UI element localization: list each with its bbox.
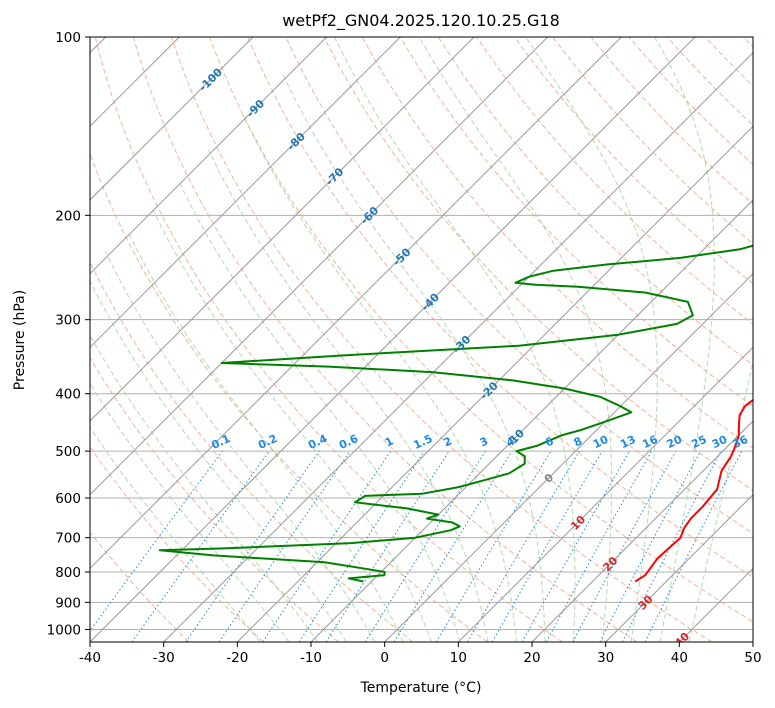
moist-adiabat: [90, 334, 319, 642]
isotherm: [310, 199, 753, 642]
dry-adiabat: [361, 37, 753, 449]
dry-adiabat: [323, 37, 753, 491]
moist-adiabat: [104, 251, 376, 642]
mixing-ratio-label: 25: [689, 433, 708, 451]
profile-lines: [158, 244, 753, 583]
isotherm: [90, 37, 696, 642]
x-tick-label: -10: [300, 650, 322, 666]
isotherm: [90, 37, 254, 201]
temperature-profile-line: [634, 398, 753, 583]
mixing-ratio-label: 36: [731, 433, 751, 451]
mixing-ratio-line: [185, 450, 320, 642]
moist-adiabat: [128, 233, 404, 642]
dry-adiabat: [90, 356, 339, 642]
mixing-ratio-line: [572, 450, 677, 642]
dry-adiabat: [514, 37, 753, 285]
y-tick-label: 500: [55, 444, 81, 460]
x-tick-label: 20: [523, 650, 540, 666]
axes: -40 -30 -20 -10 0 10 20 30 40 50 100 200 300 400 500 60…: [47, 30, 762, 666]
isotherm: [457, 346, 753, 642]
x-axis-title: Temperature (°C): [360, 680, 482, 696]
y-tick-label: 600: [55, 491, 81, 507]
y-tick-label: 300: [55, 313, 81, 329]
moist-adiabat: [90, 279, 347, 642]
y-tick-label: 1000: [47, 622, 81, 638]
moist-adiabat: [90, 426, 261, 642]
isotherm: [236, 125, 753, 642]
dry-adiabat: [247, 37, 753, 578]
y-axis-title: Pressure (hPa): [12, 290, 28, 390]
mixing-ratio-lines: [90, 450, 743, 642]
moist-adiabat: [654, 37, 715, 642]
mixing-ratio-line: [644, 450, 743, 642]
dry-adiabat: [171, 37, 712, 642]
isotherm: [90, 37, 475, 422]
moist-adiabat: [178, 180, 461, 642]
dewpoint-profile-line: [158, 244, 753, 583]
dry-adiabat: [90, 531, 190, 642]
moist-adiabat: [208, 149, 489, 642]
isotherm: [384, 272, 753, 642]
mixing-ratio-line: [218, 450, 351, 642]
mixing-ratio-line: [521, 450, 630, 642]
mixing-ratio-line: [131, 450, 270, 642]
x-tick-label: -40: [79, 650, 101, 666]
pressure-gridlines: [90, 37, 753, 630]
x-tick-label: 40: [671, 650, 688, 666]
mixing-ratio-line: [90, 450, 223, 632]
dry-adiabat: [437, 37, 753, 366]
mixing-ratio-line: [545, 450, 653, 642]
mixing-ratio-label: 30: [710, 433, 730, 451]
mixing-ratio-line: [262, 450, 392, 642]
isotherm: [90, 37, 549, 496]
mixing-ratio-line: [393, 450, 513, 642]
isotherm: [90, 37, 401, 349]
mixing-ratio-label: 16: [640, 433, 660, 451]
moist-adiabats: [90, 37, 753, 642]
isotherm: [531, 420, 753, 642]
moist-adiabat: [152, 208, 432, 642]
x-tick-label: 30: [597, 650, 614, 666]
y-tick-label: 800: [55, 565, 81, 581]
dry-adiabat: [90, 152, 488, 642]
moist-adiabat: [242, 113, 517, 642]
mixing-ratio-line: [325, 450, 450, 642]
dry-adiabat: [94, 37, 563, 642]
y-tick-label: 100: [55, 30, 81, 46]
dry-adiabat: [209, 37, 753, 623]
moist-adiabat: [525, 37, 658, 642]
mixing-ratio-label: 10: [591, 433, 611, 451]
moist-adiabat: [334, 37, 576, 642]
moist-adiabat: [418, 37, 613, 642]
y-tick-label: 200: [55, 208, 81, 224]
x-tick-label: 0: [380, 650, 389, 666]
x-tick-label: 10: [450, 650, 467, 666]
moist-adiabat: [90, 382, 290, 642]
moist-adiabat: [688, 358, 753, 642]
dry-adiabat: [285, 37, 753, 535]
x-tick-label: -20: [226, 650, 248, 666]
mixing-ratio-label: 13: [618, 433, 637, 451]
chart-title: wetPf2_GN04.2025.120.10.25.G18: [282, 11, 560, 31]
plot-area: 0.1 0.2 0.4 0.6 1 1.5 2 3 4 6 8 10 13 16 20 25 30 36-100-…: [90, 37, 753, 642]
dry-adiabat: [90, 446, 264, 642]
y-tick-label: 400: [55, 387, 81, 403]
isotherm: [605, 493, 753, 642]
dry-adiabat: [399, 37, 753, 407]
dry-adiabat: [132, 37, 638, 642]
isotherm: [163, 51, 753, 642]
isotherm: [90, 37, 622, 570]
plot-frame: [89, 36, 754, 643]
y-tick-label: 900: [55, 595, 81, 611]
x-tick-label: 50: [744, 650, 761, 666]
isotherms: [90, 37, 753, 642]
y-tick-label: 700: [55, 531, 81, 547]
x-tick-label: -30: [153, 650, 175, 666]
isotherm: [90, 37, 328, 275]
dry-adiabats: [90, 37, 753, 642]
mixing-ratio-label: 20: [665, 433, 685, 451]
